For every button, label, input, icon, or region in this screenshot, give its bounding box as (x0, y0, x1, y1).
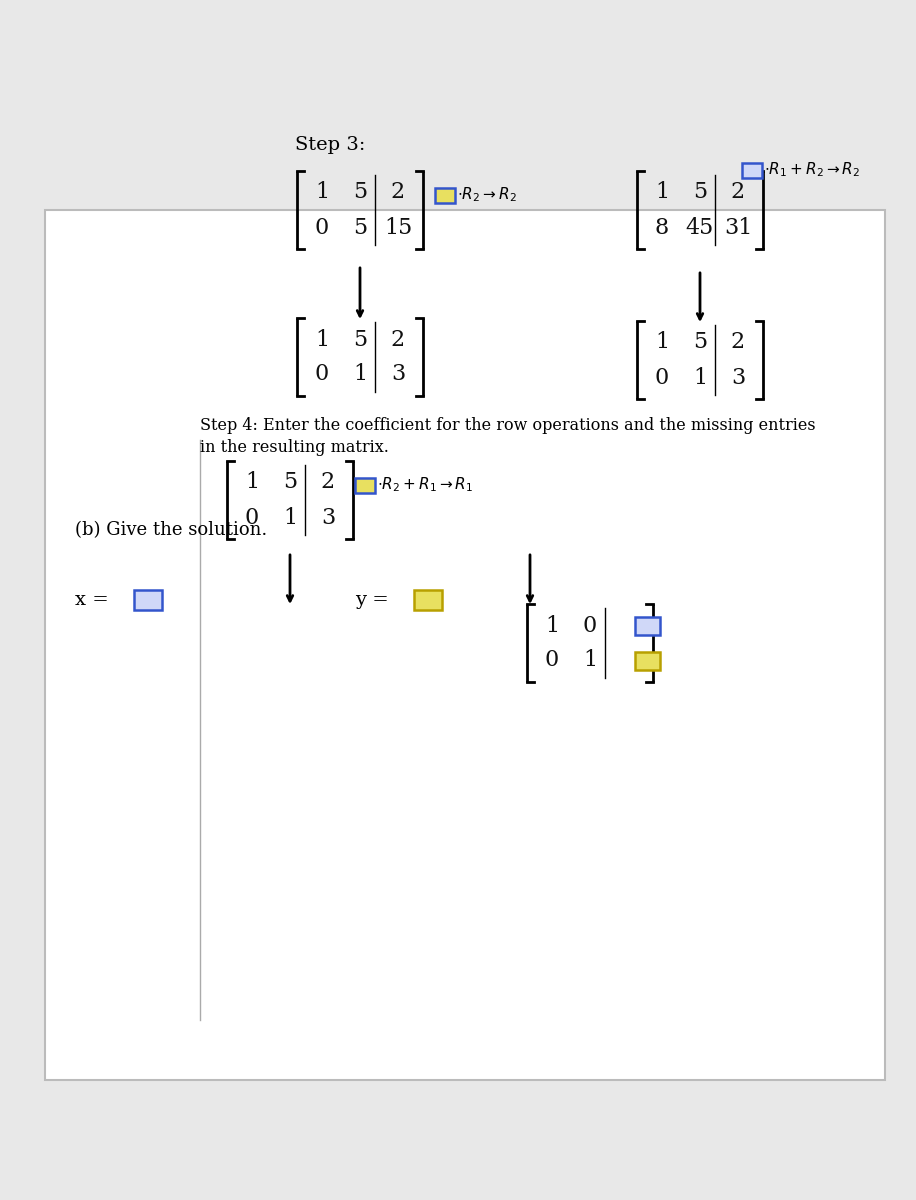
Text: 2: 2 (321, 472, 335, 493)
Text: 1: 1 (655, 181, 669, 204)
Text: 3: 3 (731, 366, 745, 389)
Text: 1: 1 (245, 472, 259, 493)
Text: 31: 31 (724, 216, 752, 239)
Text: 15: 15 (384, 216, 412, 239)
Text: 0: 0 (245, 506, 259, 528)
Text: 5: 5 (353, 181, 367, 204)
Text: 5: 5 (283, 472, 297, 493)
Text: 8: 8 (655, 216, 669, 239)
Text: 0: 0 (545, 649, 559, 672)
Text: 0: 0 (315, 216, 329, 239)
Text: $\cdot R_2 \rightarrow R_2$: $\cdot R_2 \rightarrow R_2$ (457, 186, 517, 204)
Text: 1: 1 (315, 329, 329, 350)
Bar (635, 652, 660, 670)
Text: 3: 3 (391, 364, 405, 385)
Text: 1: 1 (315, 181, 329, 204)
Bar (435, 187, 455, 203)
Text: 2: 2 (391, 181, 405, 204)
Text: 5: 5 (692, 331, 707, 354)
Text: 2: 2 (391, 329, 405, 350)
Text: (b) Give the solution.: (b) Give the solution. (75, 521, 267, 539)
Text: $\cdot R_1 + R_2 \rightarrow R_2$: $\cdot R_1 + R_2 \rightarrow R_2$ (764, 161, 860, 179)
Text: Step 4: Enter the coefficient for the row operations and the missing entries: Step 4: Enter the coefficient for the ro… (200, 416, 815, 433)
Text: 5: 5 (692, 181, 707, 204)
Bar (134, 590, 162, 610)
FancyBboxPatch shape (45, 210, 885, 1080)
Bar (355, 478, 375, 492)
Text: 1: 1 (655, 331, 669, 354)
Text: 1: 1 (353, 364, 367, 385)
Text: 1: 1 (545, 614, 559, 636)
Bar (635, 617, 660, 635)
Text: 0: 0 (315, 364, 329, 385)
Text: 1: 1 (583, 649, 597, 672)
Text: 1: 1 (692, 366, 707, 389)
Bar (414, 590, 442, 610)
Text: 45: 45 (686, 216, 714, 239)
Text: 0: 0 (655, 366, 669, 389)
Text: 3: 3 (321, 506, 335, 528)
Text: 2: 2 (731, 181, 745, 204)
Text: 1: 1 (283, 506, 297, 528)
Text: 5: 5 (353, 216, 367, 239)
Text: Step 3:: Step 3: (295, 136, 365, 154)
Text: y =: y = (355, 590, 395, 608)
Text: $\cdot R_2 + R_1 \rightarrow R_1$: $\cdot R_2 + R_1 \rightarrow R_1$ (377, 475, 474, 494)
Text: x =: x = (75, 590, 115, 608)
Text: in the resulting matrix.: in the resulting matrix. (200, 438, 389, 456)
Text: 5: 5 (353, 329, 367, 350)
Bar (742, 162, 762, 178)
Text: 0: 0 (583, 614, 597, 636)
Text: 2: 2 (731, 331, 745, 354)
